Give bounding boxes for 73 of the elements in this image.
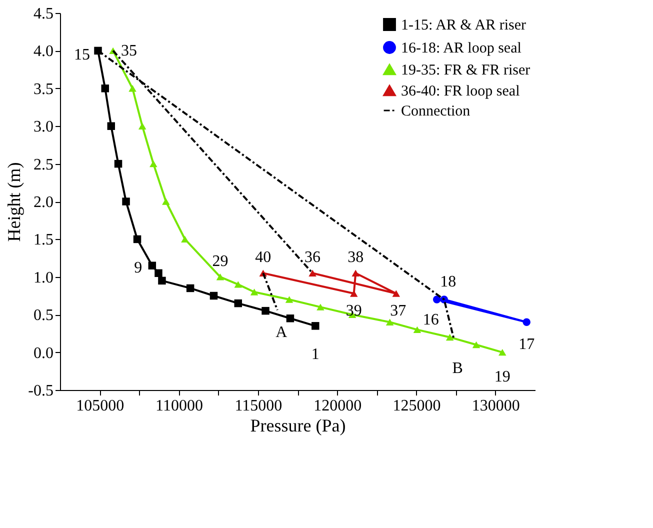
annotation: 17 (518, 336, 535, 354)
point (308, 270, 316, 276)
y-tick-label: 1.5 (34, 232, 54, 249)
y-tick-label: -0.5 (28, 382, 54, 400)
point (210, 292, 218, 300)
annotation: A (276, 324, 288, 342)
y-tick-label: 1.0 (34, 269, 54, 286)
point (128, 85, 136, 92)
point (350, 290, 358, 297)
point (413, 326, 422, 334)
x-tick-label: 110000 (156, 398, 203, 414)
legend-label: Connection (401, 104, 471, 120)
annotation: 29 (212, 252, 228, 270)
point (234, 299, 242, 308)
x-tick-label: 130000 (472, 398, 520, 414)
y-tick-label: 3.5 (34, 80, 54, 98)
point (114, 160, 122, 168)
point (498, 348, 506, 356)
y-tick-label: 4.5 (34, 6, 54, 22)
x-tick-label: 125000 (392, 398, 441, 414)
y-axis-title: Height (m) (4, 162, 24, 242)
point (432, 296, 441, 304)
y-tick-label: 3.0 (34, 118, 54, 136)
point (181, 236, 189, 243)
annotation: 36 (304, 249, 321, 266)
annotation: B (452, 360, 463, 377)
point (216, 274, 224, 280)
annotation: 15 (74, 46, 90, 64)
y-tick-label: 4.0 (34, 43, 54, 60)
point (352, 270, 360, 276)
point (150, 160, 158, 168)
annotation: 40 (255, 249, 272, 266)
annotation: 18 (440, 274, 456, 291)
annotation: 1 (311, 346, 320, 363)
x-tick-label: 115000 (234, 398, 282, 414)
annotation: 16 (422, 312, 439, 329)
point (522, 318, 530, 326)
point (133, 235, 142, 244)
point (186, 284, 194, 292)
x-axis-title: Pressure (Pa) (250, 416, 346, 436)
annotation: 38 (348, 249, 364, 266)
point (312, 322, 320, 330)
point (392, 290, 400, 297)
point (122, 198, 130, 206)
annotation: 9 (134, 260, 142, 277)
point (286, 314, 294, 322)
point (154, 269, 162, 278)
y-tick-label: 0.5 (34, 307, 54, 324)
point (107, 122, 116, 130)
y-tick-label: 0.0 (34, 344, 54, 362)
y-tick-label: 2.0 (34, 194, 54, 211)
point (446, 334, 454, 341)
annotation: 37 (390, 302, 406, 320)
annotation: 19 (494, 368, 510, 386)
x-tick-label: 120000 (314, 398, 362, 414)
point (250, 288, 258, 296)
y-tick-label: 2.5 (34, 156, 54, 174)
point (162, 198, 170, 205)
point (158, 276, 166, 285)
point (101, 84, 109, 92)
legend-label: 36-40: FR loop seal (401, 84, 520, 100)
point (138, 122, 146, 130)
point (234, 281, 242, 288)
point (148, 262, 156, 270)
legend-label: 19-35: FR & FR riser (401, 62, 530, 78)
x-tick-label: 105000 (76, 398, 124, 414)
point (285, 296, 294, 303)
legend-label: 16-18: AR loop seal (401, 40, 522, 56)
point (316, 304, 324, 310)
point (386, 318, 394, 326)
legend-label: 1-15: AR & AR riser (401, 18, 526, 34)
annotation: 35 (121, 42, 138, 60)
point (472, 341, 480, 348)
